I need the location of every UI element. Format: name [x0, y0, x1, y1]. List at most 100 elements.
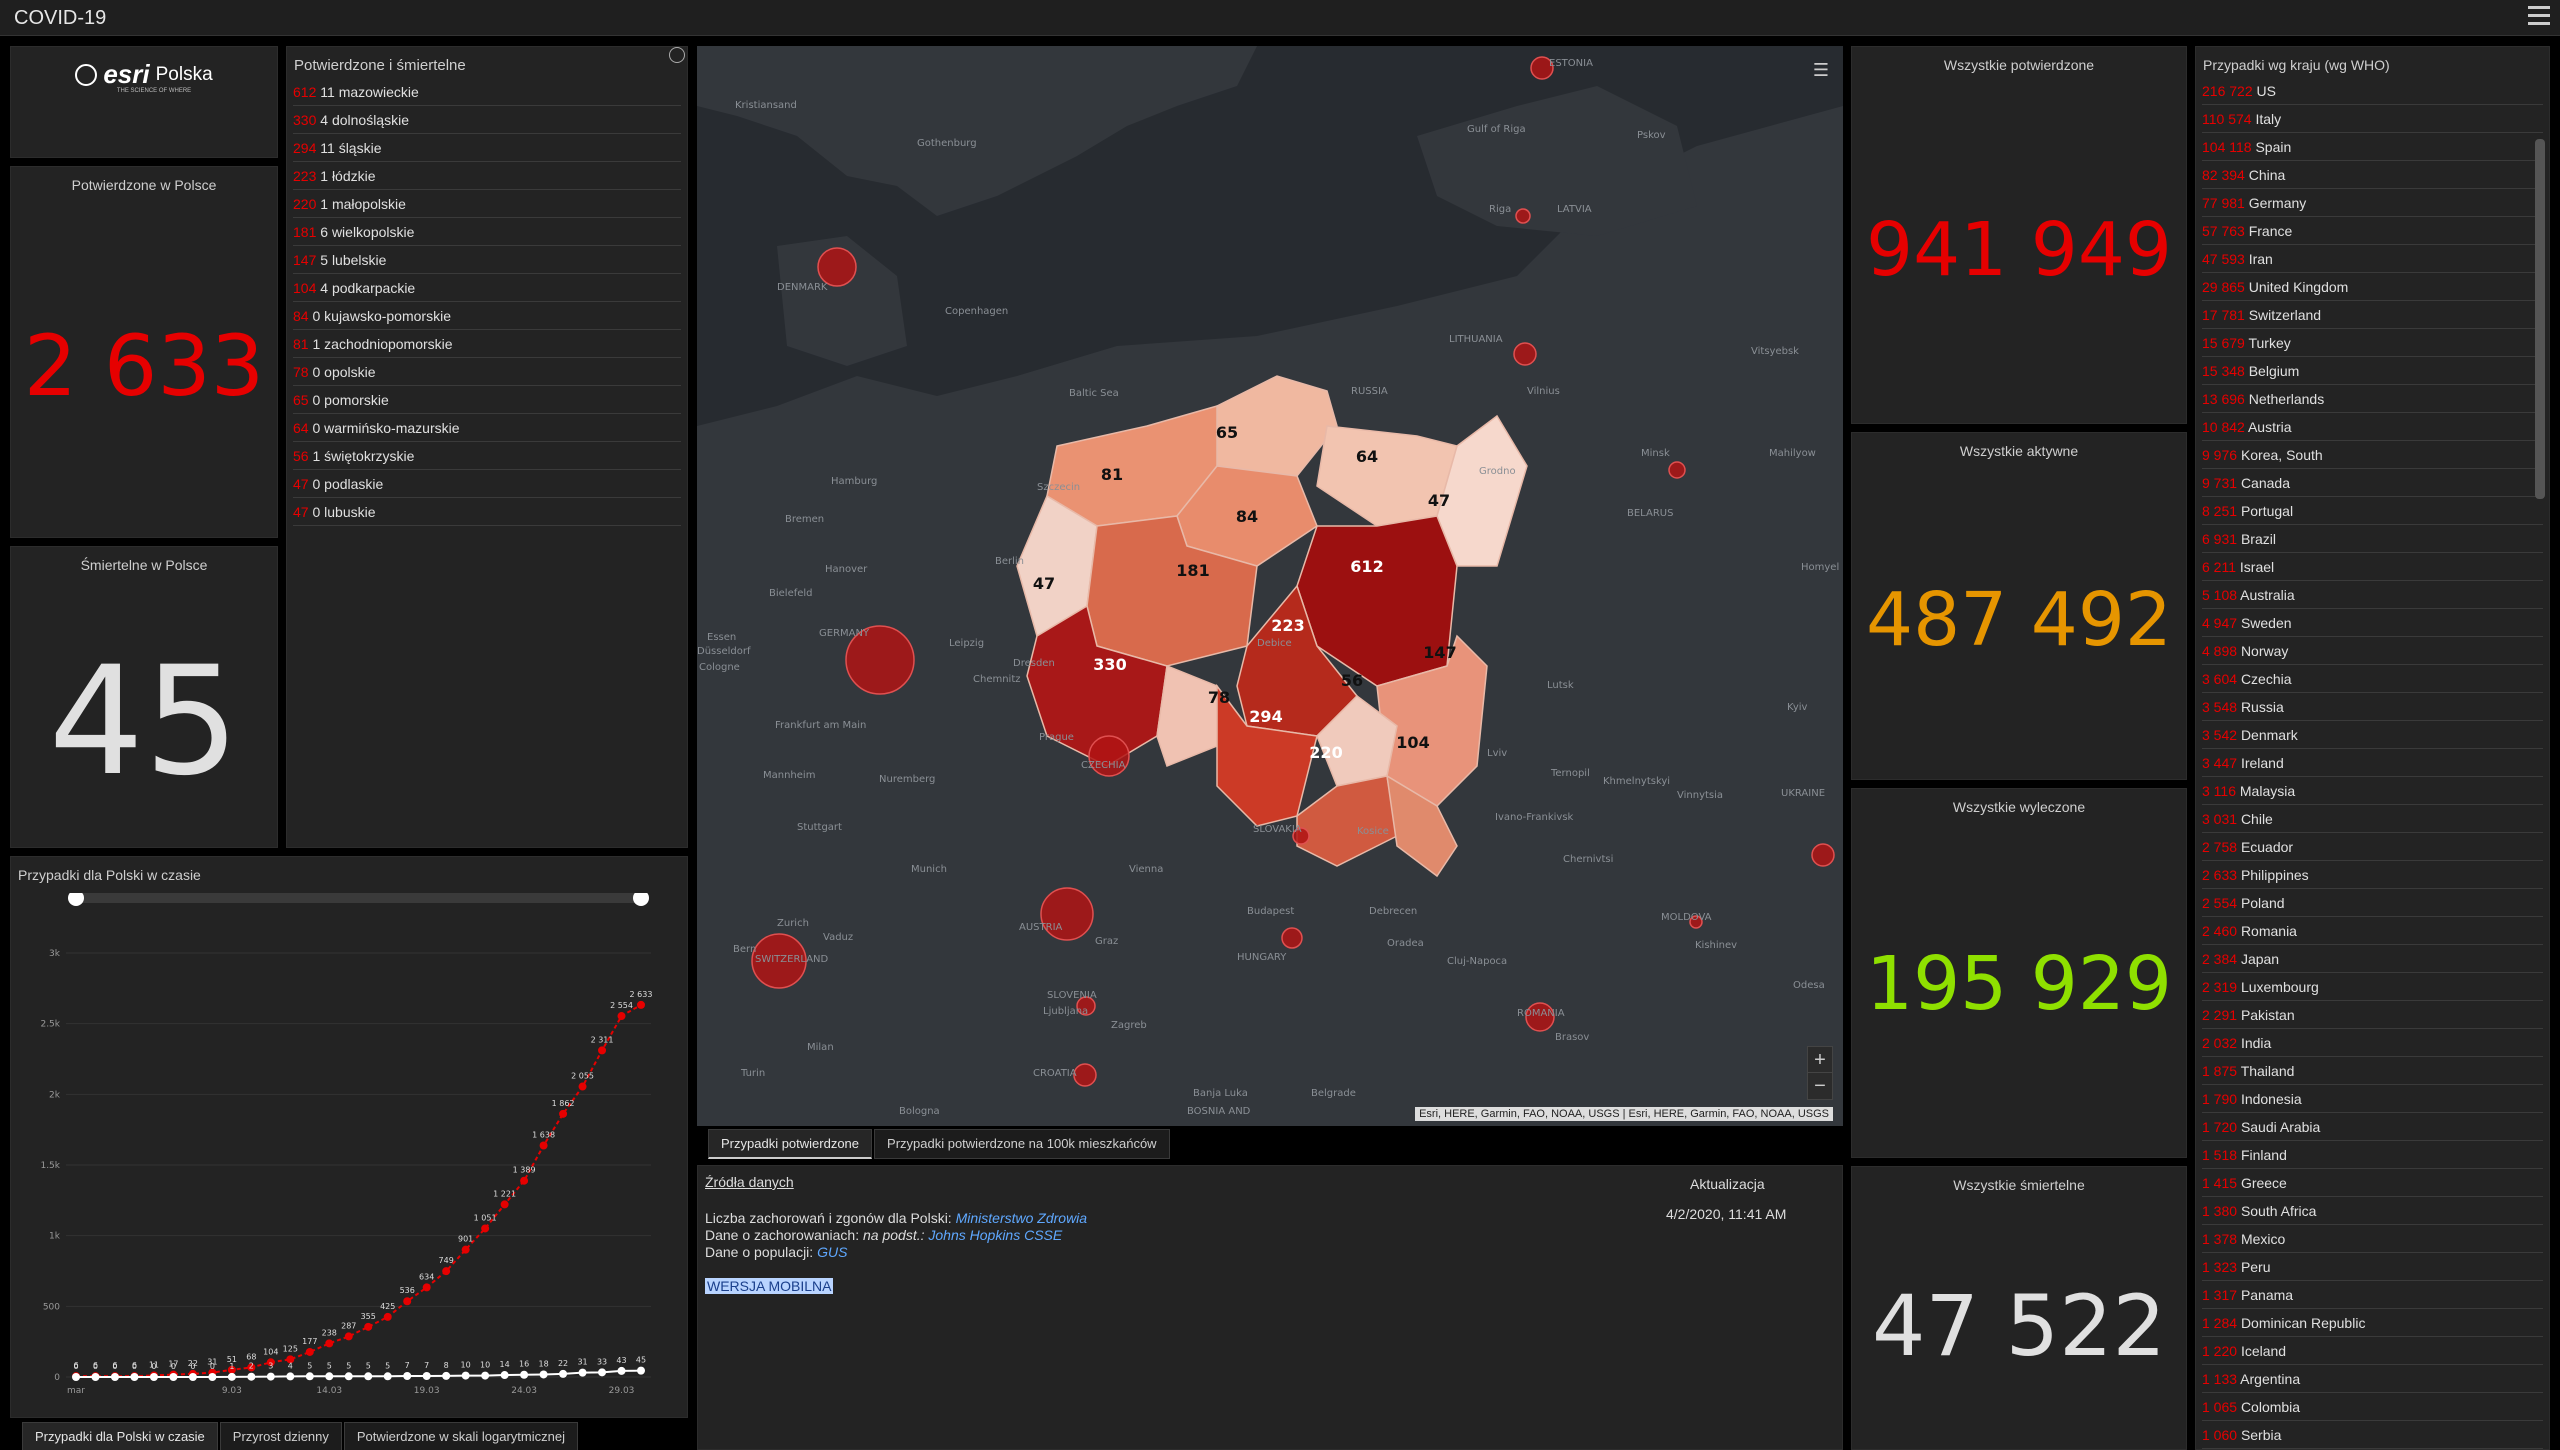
data-label: 22 — [188, 1359, 198, 1368]
country-row[interactable]: 1 060 Serbia — [2202, 1421, 2543, 1449]
region-row[interactable]: 84 0 kujawsko-pomorskie — [293, 302, 681, 330]
map-view[interactable]: 65 64 81 47 84 181 612 47 330 223 147 78… — [697, 46, 1843, 1126]
country-row[interactable]: 4 898 Norway — [2202, 637, 2543, 665]
region-row[interactable]: 147 5 lubelskie — [293, 246, 681, 274]
country-row[interactable]: 2 460 Romania — [2202, 917, 2543, 945]
country-row[interactable]: 10 842 Austria — [2202, 413, 2543, 441]
country-row[interactable]: 15 679 Turkey — [2202, 329, 2543, 357]
country-row[interactable]: 1 790 Indonesia — [2202, 1085, 2543, 1113]
region-row[interactable]: 612 11 mazowieckie — [293, 78, 681, 106]
country-row[interactable]: 216 722 US — [2202, 77, 2543, 105]
region-row[interactable]: 294 11 śląskie — [293, 134, 681, 162]
country-row[interactable]: 29 865 United Kingdom — [2202, 273, 2543, 301]
country-value: 1 378 — [2202, 1231, 2238, 1247]
region-row[interactable]: 220 1 małopolskie — [293, 190, 681, 218]
time-range-handle-start[interactable] — [68, 893, 84, 906]
country-row[interactable]: 104 118 Spain — [2202, 133, 2543, 161]
region-row[interactable]: 56 1 świętokrzyskie — [293, 442, 681, 470]
country-row[interactable]: 1 133 Argentina — [2202, 1365, 2543, 1393]
tab-daily-increase[interactable]: Przyrost dzienny — [219, 1422, 342, 1450]
country-row[interactable]: 2 758 Ecuador — [2202, 833, 2543, 861]
country-row[interactable]: 2 291 Pakistan — [2202, 1001, 2543, 1029]
label-opolskie: 78 — [1208, 688, 1230, 707]
country-row[interactable]: 1 875 Thailand — [2202, 1057, 2543, 1085]
data-point — [286, 1372, 295, 1381]
country-row[interactable]: 2 384 Japan — [2202, 945, 2543, 973]
y-tick-label: 1.5k — [40, 1161, 60, 1171]
country-row[interactable]: 3 604 Czechia — [2202, 665, 2543, 693]
country-row[interactable]: 110 574 Italy — [2202, 105, 2543, 133]
countries-scrollbar[interactable] — [2535, 139, 2545, 499]
data-label: 2 055 — [571, 1072, 594, 1081]
tab-timeline[interactable]: Przypadki dla Polski w czasie — [22, 1422, 218, 1450]
menu-icon[interactable] — [2528, 6, 2550, 26]
country-row[interactable]: 3 116 Malaysia — [2202, 777, 2543, 805]
country-name: Sweden — [2240, 615, 2292, 631]
region-row[interactable]: 223 1 łódzkie — [293, 162, 681, 190]
link-johns-hopkins[interactable]: Johns Hopkins CSSE — [928, 1227, 1063, 1243]
region-row[interactable]: 81 1 zachodniopomorskie — [293, 330, 681, 358]
time-range-handle-end[interactable] — [633, 893, 649, 906]
country-row[interactable]: 2 633 Philippines — [2202, 861, 2543, 889]
country-row[interactable]: 6 931 Brazil — [2202, 525, 2543, 553]
tab-log-scale[interactable]: Potwierdzone w skali logarytmicznej — [343, 1422, 578, 1450]
mobile-version-link[interactable]: WERSJA MOBILNA — [705, 1278, 834, 1294]
data-label: 1 — [229, 1362, 234, 1371]
country-row[interactable]: 4 947 Sweden — [2202, 609, 2543, 637]
place-label: Bologna — [899, 1106, 940, 1117]
tab-confirmed-cases[interactable]: Przypadki potwierdzone — [708, 1129, 873, 1159]
legend-icon[interactable]: ☰ — [1812, 60, 1829, 80]
country-row[interactable]: 82 394 China — [2202, 161, 2543, 189]
country-row[interactable]: 1 720 Saudi Arabia — [2202, 1113, 2543, 1141]
zoom-in-button[interactable]: + — [1808, 1047, 1832, 1073]
country-row[interactable]: 1 284 Dominican Republic — [2202, 1309, 2543, 1337]
country-row[interactable]: 57 763 France — [2202, 217, 2543, 245]
country-row[interactable]: 1 220 Iceland — [2202, 1337, 2543, 1365]
region-row[interactable]: 65 0 pomorskie — [293, 386, 681, 414]
country-row[interactable]: 3 548 Russia — [2202, 693, 2543, 721]
country-row[interactable]: 2 554 Poland — [2202, 889, 2543, 917]
region-row[interactable]: 64 0 warmińsko-mazurskie — [293, 414, 681, 442]
country-row[interactable]: 1 317 Panama — [2202, 1281, 2543, 1309]
data-label: 45 — [636, 1356, 646, 1365]
country-row[interactable]: 1 380 South Africa — [2202, 1197, 2543, 1225]
country-row[interactable]: 1 323 Peru — [2202, 1253, 2543, 1281]
country-row[interactable]: 6 211 Israel — [2202, 553, 2543, 581]
country-row[interactable]: 3 447 Ireland — [2202, 749, 2543, 777]
country-row[interactable]: 3 542 Denmark — [2202, 721, 2543, 749]
y-tick-label: 0 — [54, 1373, 60, 1383]
region-row[interactable]: 181 6 wielkopolskie — [293, 218, 681, 246]
country-row[interactable]: 1 518 Finland — [2202, 1141, 2543, 1169]
country-row[interactable]: 1 065 Colombia — [2202, 1393, 2543, 1421]
case-circle — [1292, 827, 1310, 845]
regions-settings-icon[interactable] — [669, 47, 685, 63]
country-row[interactable]: 5 108 Australia — [2202, 581, 2543, 609]
region-row[interactable]: 104 4 podkarpackie — [293, 274, 681, 302]
region-row[interactable]: 330 4 dolnośląskie — [293, 106, 681, 134]
country-row[interactable]: 3 031 Chile — [2202, 805, 2543, 833]
country-row[interactable]: 47 593 Iran — [2202, 245, 2543, 273]
region-row[interactable]: 47 0 podlaskie — [293, 470, 681, 498]
country-row[interactable]: 1 378 Mexico — [2202, 1225, 2543, 1253]
country-row[interactable]: 77 981 Germany — [2202, 189, 2543, 217]
country-row[interactable]: 1 415 Greece — [2202, 1169, 2543, 1197]
link-gus[interactable]: GUS — [817, 1244, 848, 1260]
global-deaths-value: 47 522 — [1872, 1277, 2166, 1375]
country-row[interactable]: 13 696 Netherlands — [2202, 385, 2543, 413]
place-label: Gothenburg — [917, 138, 977, 149]
region-row[interactable]: 47 0 lubuskie — [293, 498, 681, 526]
country-row[interactable]: 17 781 Switzerland — [2202, 301, 2543, 329]
place-label: Ivano-Frankivsk — [1495, 812, 1574, 823]
country-row[interactable]: 15 348 Belgium — [2202, 357, 2543, 385]
link-ministry-of-health[interactable]: Ministerstwo Zdrowia — [955, 1210, 1088, 1226]
zoom-out-button[interactable]: − — [1814, 1075, 1826, 1097]
country-row[interactable]: 2 319 Luxembourg — [2202, 973, 2543, 1001]
country-row[interactable]: 9 731 Canada — [2202, 469, 2543, 497]
country-row[interactable]: 9 976 Korea, South — [2202, 441, 2543, 469]
map-svg: 65 64 81 47 84 181 612 47 330 223 147 78… — [697, 46, 1843, 1126]
country-row[interactable]: 8 251 Portugal — [2202, 497, 2543, 525]
data-label: 43 — [616, 1356, 626, 1365]
country-row[interactable]: 2 032 India — [2202, 1029, 2543, 1057]
tab-cases-per-100k[interactable]: Przypadki potwierdzone na 100k mieszkańc… — [874, 1129, 1170, 1159]
region-row[interactable]: 78 0 opolskie — [293, 358, 681, 386]
